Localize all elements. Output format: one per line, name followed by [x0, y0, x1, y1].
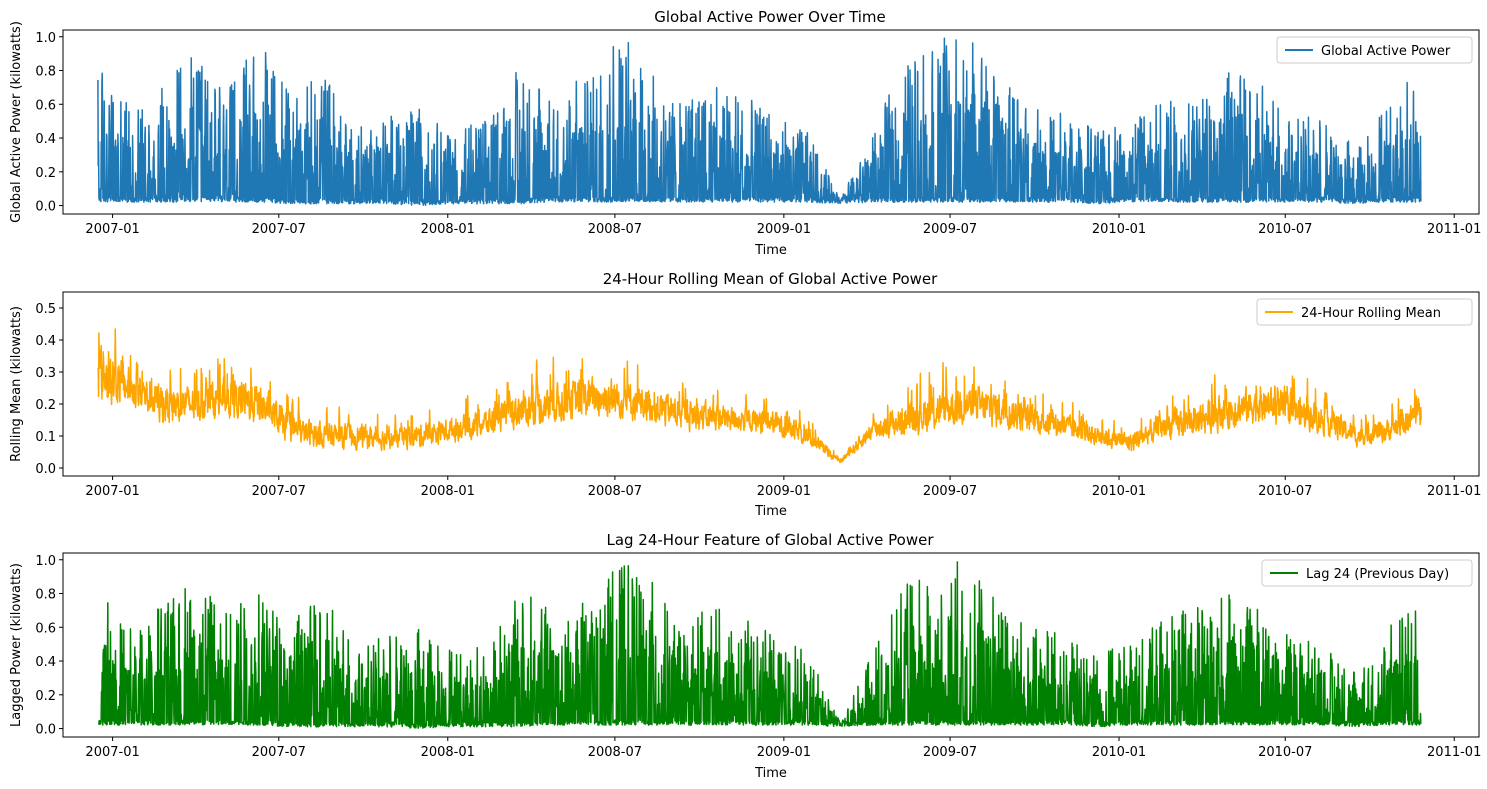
x-tick-label: 2010-07	[1258, 222, 1312, 237]
axes-frame	[62, 291, 1480, 477]
series-line	[97, 328, 1422, 464]
y-tick-label: 0.3	[35, 366, 56, 381]
x-axis-label: Time	[754, 766, 787, 781]
x-tick-label: 2008-07	[588, 745, 642, 760]
plot-data	[98, 561, 1422, 729]
panel-global-active-power: Global Active Power Over Time 0.00.20.40…	[9, 8, 1481, 258]
x-tick-label: 2010-01	[1092, 484, 1146, 499]
legend-label: Global Active Power	[1321, 44, 1451, 59]
panel-lag-24: Lag 24-Hour Feature of Global Active Pow…	[9, 531, 1481, 781]
y-tick-label: 1.0	[35, 31, 56, 46]
axes-frame	[62, 29, 1480, 215]
plot-data	[97, 328, 1422, 464]
x-tick-label: 2007-07	[252, 222, 306, 237]
y-tick-label: 0.6	[35, 98, 56, 113]
y-tick-label: 0.4	[35, 132, 56, 147]
x-tick-label: 2011-01	[1427, 222, 1481, 237]
y-tick-label: 1.0	[35, 554, 56, 569]
y-tick-label: 0.0	[35, 723, 56, 738]
x-ticks: 2007-01 2007-07 2008-01 2008-07 2009-01 2009-…	[85, 476, 1481, 499]
x-axis-label: Time	[754, 504, 787, 519]
x-tick-label: 2008-01	[421, 484, 475, 499]
x-axis-label: Time	[754, 243, 787, 258]
x-tick-label: 2009-07	[923, 222, 977, 237]
y-axis-label: Global Active Power (kilowatts)	[9, 21, 24, 223]
series-line	[98, 561, 1422, 729]
y-tick-label: 0.0	[35, 462, 56, 477]
y-tick-label: 0.0	[35, 200, 56, 215]
panel-rolling-mean: 24-Hour Rolling Mean of Global Active Po…	[9, 270, 1481, 519]
x-tick-label: 2007-01	[85, 745, 139, 760]
y-tick-label: 0.2	[35, 689, 56, 704]
chart-title: Global Active Power Over Time	[654, 8, 885, 26]
legend-label: Lag 24 (Previous Day)	[1306, 567, 1449, 582]
x-tick-label: 2010-01	[1092, 745, 1146, 760]
legend: Lag 24 (Previous Day)	[1261, 559, 1473, 587]
y-axis-label: Rolling Mean (kilowatts)	[9, 306, 24, 462]
legend-box	[1256, 298, 1473, 326]
y-tick-label: 0.2	[35, 166, 56, 181]
x-tick-label: 2008-07	[588, 484, 642, 499]
legend-box	[1261, 559, 1473, 587]
x-tick-label: 2007-07	[252, 745, 306, 760]
y-tick-label: 0.8	[35, 588, 56, 603]
y-tick-label: 0.6	[35, 621, 56, 636]
x-ticks: 2007-01 2007-07 2008-01 2008-07 2009-01 2009-…	[85, 737, 1481, 760]
y-tick-label: 0.2	[35, 398, 56, 413]
x-tick-label: 2009-01	[757, 484, 811, 499]
y-ticks: 0.0 0.2 0.4 0.6 0.8 1.0	[35, 554, 63, 738]
x-tick-label: 2009-01	[757, 745, 811, 760]
y-ticks: 0.0 0.1 0.2 0.3 0.4 0.5	[35, 302, 63, 477]
y-tick-label: 0.4	[35, 334, 56, 349]
x-tick-label: 2009-07	[923, 484, 977, 499]
x-tick-label: 2007-07	[252, 484, 306, 499]
chart-title: Lag 24-Hour Feature of Global Active Pow…	[606, 531, 934, 549]
y-tick-label: 0.8	[35, 65, 56, 80]
axes-frame	[62, 552, 1480, 738]
y-ticks: 0.0 0.2 0.4 0.6 0.8 1.0	[35, 31, 63, 215]
y-axis-label: Lagged Power (kilowatts)	[9, 563, 24, 727]
x-tick-label: 2007-01	[85, 222, 139, 237]
x-tick-label: 2007-01	[85, 484, 139, 499]
chart-title: 24-Hour Rolling Mean of Global Active Po…	[603, 270, 938, 288]
y-tick-label: 0.5	[35, 302, 56, 317]
x-ticks: 2007-01 2007-07 2008-01 2008-07 2009-01 2009-…	[85, 214, 1481, 237]
x-tick-label: 2008-01	[421, 745, 475, 760]
y-tick-label: 0.1	[35, 430, 56, 445]
x-tick-label: 2011-01	[1427, 484, 1481, 499]
x-tick-label: 2010-07	[1258, 484, 1312, 499]
x-tick-label: 2009-01	[757, 222, 811, 237]
legend-box	[1276, 36, 1473, 64]
x-tick-label: 2011-01	[1427, 745, 1481, 760]
x-tick-label: 2008-07	[588, 222, 642, 237]
x-tick-label: 2010-07	[1258, 745, 1312, 760]
series-line	[97, 37, 1422, 207]
x-tick-label: 2008-01	[421, 222, 475, 237]
legend: Global Active Power	[1276, 36, 1473, 64]
x-tick-label: 2009-07	[923, 745, 977, 760]
y-tick-label: 0.4	[35, 655, 56, 670]
x-tick-label: 2010-01	[1092, 222, 1146, 237]
plot-data	[97, 37, 1422, 207]
legend-label: 24-Hour Rolling Mean	[1301, 306, 1441, 321]
legend: 24-Hour Rolling Mean	[1256, 298, 1473, 326]
